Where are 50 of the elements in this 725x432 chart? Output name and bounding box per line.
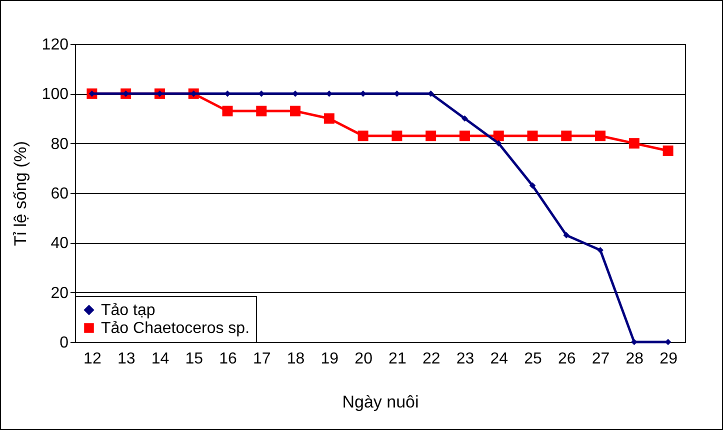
point — [631, 338, 638, 346]
point — [527, 130, 538, 142]
point — [290, 106, 301, 116]
x-tick-label: 21 — [388, 350, 406, 368]
point — [595, 130, 606, 142]
point — [495, 140, 502, 146]
point — [529, 182, 536, 189]
point — [426, 130, 436, 142]
x-tick-label: 13 — [117, 350, 136, 368]
y-tick-label: 0 — [60, 334, 69, 352]
point — [256, 106, 267, 116]
x-tick-label: 16 — [219, 350, 237, 368]
x-tick-label: 18 — [286, 350, 305, 368]
legend-label: Tảo tạp — [101, 302, 156, 319]
x-tick-label: 28 — [626, 350, 644, 368]
point — [392, 130, 402, 142]
y-tick-label: 20 — [50, 284, 69, 302]
x-tick-label: 27 — [592, 350, 610, 368]
x-tick-label: 23 — [456, 350, 474, 368]
x-tick-label: 15 — [185, 350, 204, 368]
point — [561, 130, 572, 142]
point — [563, 232, 570, 238]
point — [222, 106, 233, 116]
x-tick-label: 20 — [354, 350, 373, 368]
y-tick-label: 60 — [50, 186, 69, 202]
x-tick-label: 17 — [252, 350, 271, 368]
point — [324, 113, 334, 124]
point — [628, 138, 640, 149]
point — [459, 130, 470, 142]
point — [662, 146, 674, 156]
x-tick-label: 26 — [558, 350, 576, 368]
x-tick-label: 24 — [490, 350, 508, 368]
point — [462, 115, 468, 122]
x-tick-label: 22 — [422, 350, 440, 368]
x-tick-label: 19 — [320, 350, 339, 368]
x-tick-label: 25 — [524, 350, 542, 368]
point — [358, 130, 368, 142]
y-tick-label: 40 — [50, 235, 69, 252]
point — [597, 246, 604, 254]
point — [493, 130, 504, 142]
y-axis-title: Tỉ lệ sống (%) — [10, 141, 30, 246]
y-tick-label: 80 — [50, 136, 69, 153]
y-tick-label: 100 — [42, 86, 69, 104]
x-tick-label: 12 — [84, 350, 102, 368]
x-tick-label: 29 — [660, 350, 678, 368]
legend-label: Tảo Chaetoceros sp. — [101, 320, 250, 337]
y-tick-label: 120 — [42, 36, 69, 54]
x-axis-title: Ngày nuôi — [342, 392, 419, 412]
x-tick-label: 14 — [151, 350, 170, 368]
point — [224, 90, 231, 97]
